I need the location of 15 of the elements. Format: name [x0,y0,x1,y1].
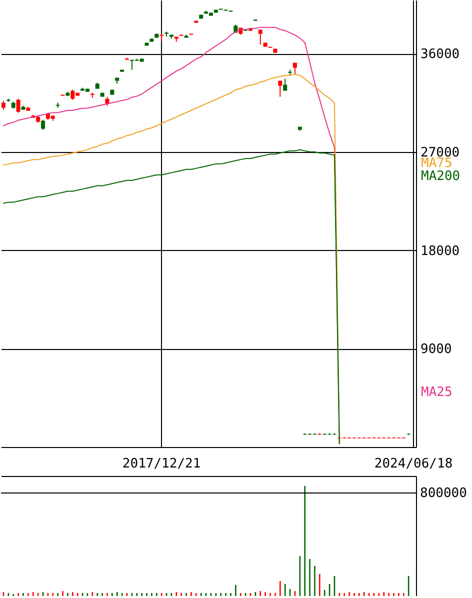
candlestick [16,98,20,114]
y-tick-label: 18000 [420,244,460,259]
candlestick [56,102,60,108]
y-tick-label: 9000 [420,342,452,358]
y-tick-label: 36000 [420,47,460,62]
candlestick [278,80,282,98]
x-tick-label: 2024/06/18 [374,456,453,472]
text: MA25 [421,385,452,400]
candlestick [258,29,262,46]
line-series [2,149,340,444]
candlestick [40,119,45,130]
x-tick-label: 2017/12/21 [122,456,201,472]
text: 800000 [420,486,467,501]
text: MA200 [421,169,460,184]
candlestick [292,62,297,76]
